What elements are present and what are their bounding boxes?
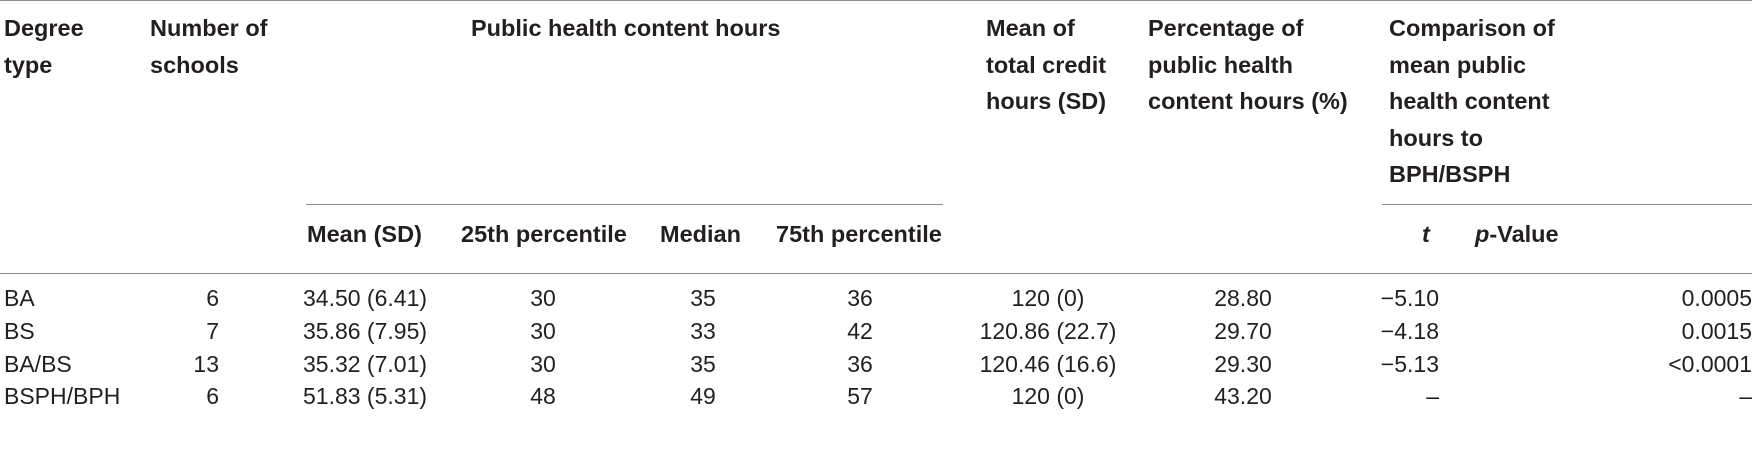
cell-p75: 36 (847, 351, 873, 377)
cell-p75: 42 (847, 318, 873, 344)
subheader-25th-percentile: 25th percentile (461, 221, 627, 247)
cell-credit: 120.86 (22.7) (979, 318, 1117, 344)
subheader-t: t (1422, 221, 1430, 247)
subheader-median: Median (660, 221, 741, 247)
cell-schools: 13 (193, 351, 219, 377)
subheader-mean-sd: Mean (SD) (307, 221, 422, 247)
cell-p25: 30 (530, 318, 556, 344)
cell-t: −4.18 (1380, 318, 1439, 344)
cell-degree: BA (4, 285, 35, 311)
cell-degree: BSPH/BPH (4, 383, 121, 409)
cell-credit: 120 (0) (1011, 383, 1085, 409)
cell-p25: 30 (530, 351, 556, 377)
cell-p-value: – (1739, 383, 1752, 409)
cell-pct: 28.80 (1214, 285, 1272, 311)
cell-p-value: 0.0005 (1681, 285, 1752, 311)
cell-p75: 57 (847, 383, 873, 409)
cell-pct: 29.30 (1214, 351, 1272, 377)
cell-p25: 30 (530, 285, 556, 311)
cell-t: −5.10 (1380, 285, 1439, 311)
top-rule (0, 0, 1752, 1)
header-number-of-schools: Number of schools (150, 15, 268, 78)
header-comparison: Comparison of mean public health content… (1389, 15, 1555, 187)
cell-p-value: 0.0015 (1681, 318, 1752, 344)
cell-degree: BA/BS (4, 351, 72, 377)
header-bottom-rule (0, 273, 1752, 274)
header-degree-type: Degree type (4, 15, 84, 78)
subheader-75th-percentile: 75th percentile (776, 221, 942, 247)
cell-mean-sd: 34.50 (6.41) (302, 285, 428, 311)
cell-credit: 120 (0) (1011, 285, 1085, 311)
ph-hours-rule (306, 204, 943, 205)
cell-pct: 43.20 (1214, 383, 1272, 409)
cell-p75: 36 (847, 285, 873, 311)
cell-median: 49 (690, 383, 716, 409)
header-pct-ph-content: Percentage of public health content hour… (1148, 15, 1348, 114)
cell-median: 33 (690, 318, 716, 344)
cell-credit: 120.46 (16.6) (979, 351, 1117, 377)
cell-pct: 29.70 (1214, 318, 1272, 344)
cell-median: 35 (690, 351, 716, 377)
header-mean-total-credit: Mean of total credit hours (SD) (986, 15, 1107, 114)
cell-median: 35 (690, 285, 716, 311)
cell-mean-sd: 51.83 (5.31) (302, 383, 428, 409)
subheader-p-value: p-Value (1475, 221, 1559, 247)
cell-t: −5.13 (1380, 351, 1439, 377)
cell-t: – (1426, 383, 1439, 409)
header-ph-content-hours: Public health content hours (471, 15, 781, 41)
cell-p-value: <0.0001 (1668, 351, 1752, 377)
cell-mean-sd: 35.32 (7.01) (302, 351, 428, 377)
cell-schools: 7 (206, 318, 219, 344)
cell-p25: 48 (530, 383, 556, 409)
cell-schools: 6 (206, 285, 219, 311)
cell-schools: 6 (206, 383, 219, 409)
comparison-rule (1382, 204, 1752, 205)
cell-degree: BS (4, 318, 35, 344)
cell-mean-sd: 35.86 (7.95) (302, 318, 428, 344)
